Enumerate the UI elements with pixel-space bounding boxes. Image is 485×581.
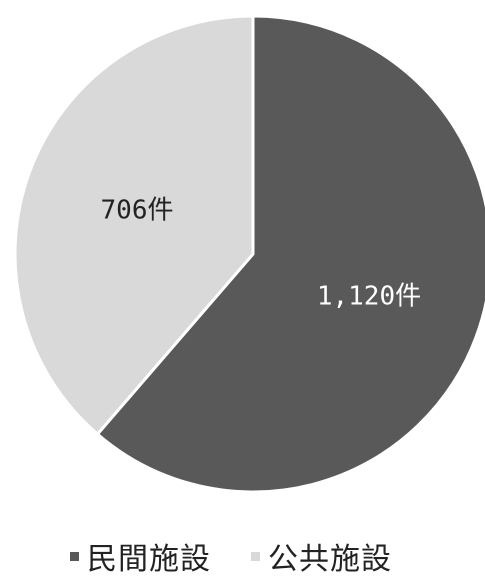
data-label-public: 706件	[101, 195, 174, 225]
pie-slice-private	[95, 14, 485, 494]
legend-swatch-private	[70, 551, 79, 561]
legend-item-private: 民間施設	[70, 534, 211, 578]
legend: 民間施設 公共施設	[70, 534, 485, 578]
legend-swatch-public	[251, 551, 260, 561]
legend-label-public: 公共施設	[268, 542, 392, 577]
legend-item-public: 公共施設	[251, 534, 392, 578]
pie-chart: 1,120件 706件	[13, 14, 485, 494]
pie-data-labels: 1,120件 706件	[101, 195, 422, 311]
legend-label-private: 民間施設	[87, 542, 211, 577]
data-label-private: 1,120件	[317, 282, 421, 312]
pie-slices	[13, 14, 485, 494]
pie-slice-public	[13, 14, 255, 437]
